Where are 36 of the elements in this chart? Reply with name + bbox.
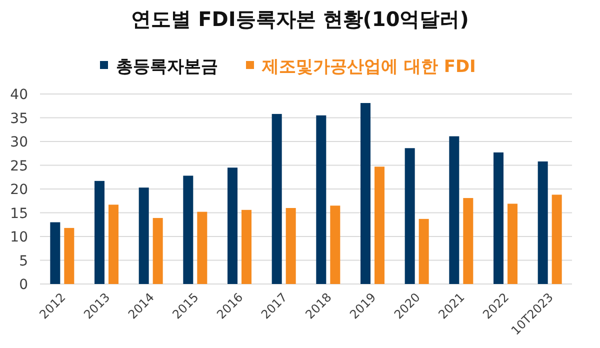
y-tick-label: 30 [10, 134, 28, 150]
bar [330, 206, 340, 284]
bar [286, 208, 296, 284]
y-tick-label: 0 [19, 277, 28, 293]
bar [552, 194, 562, 284]
chart-title: 연도별 FDI등록자본 현황(10억달러) [131, 7, 469, 31]
bar [138, 188, 149, 284]
bar [64, 228, 74, 284]
y-tick-label: 15 [10, 206, 28, 222]
bar [183, 176, 194, 284]
bar [316, 115, 326, 284]
y-tick-label: 40 [10, 87, 28, 103]
bar [494, 152, 504, 284]
bar [228, 168, 238, 284]
bar [508, 204, 518, 284]
bar [94, 180, 104, 284]
y-tick-label: 35 [10, 110, 28, 127]
bar [463, 198, 474, 284]
bar [242, 210, 252, 284]
bar [272, 114, 282, 284]
legend-label: 총등록자본금 [116, 57, 218, 77]
bar [50, 222, 60, 284]
bar [197, 212, 208, 284]
bar [152, 218, 163, 284]
bar [374, 166, 384, 284]
bar [418, 218, 429, 284]
bar [108, 204, 118, 284]
bar [404, 148, 415, 284]
bar [538, 161, 548, 284]
y-tick-label: 20 [10, 182, 28, 198]
legend-label: 제조및가공산업에 대한 FDI [261, 57, 476, 77]
bar [360, 103, 370, 284]
y-tick-label: 10 [10, 230, 28, 246]
bar [449, 136, 460, 284]
y-tick-label: 25 [10, 158, 28, 174]
y-tick-label: 5 [19, 253, 28, 270]
